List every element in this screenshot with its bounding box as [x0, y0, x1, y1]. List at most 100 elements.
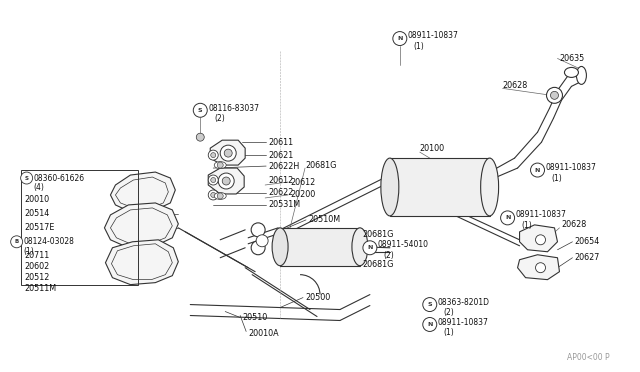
Circle shape [256, 235, 268, 247]
Bar [280, 228, 360, 266]
Ellipse shape [272, 228, 288, 266]
Ellipse shape [481, 158, 499, 216]
Text: S: S [198, 108, 203, 113]
Text: 20635: 20635 [559, 54, 585, 63]
Circle shape [500, 211, 515, 225]
Circle shape [547, 87, 563, 103]
Text: AP00<00 P: AP00<00 P [567, 353, 609, 362]
Text: 08116-83037: 08116-83037 [208, 104, 259, 113]
Text: 20628: 20628 [502, 81, 528, 90]
Polygon shape [104, 203, 179, 248]
Circle shape [217, 193, 223, 199]
Text: (4): (4) [34, 183, 45, 192]
Text: 20010: 20010 [25, 195, 50, 205]
Polygon shape [111, 172, 175, 212]
Circle shape [222, 177, 230, 185]
Text: 20627: 20627 [575, 253, 600, 262]
Text: 08911-54010: 08911-54010 [378, 240, 429, 249]
Circle shape [196, 133, 204, 141]
Circle shape [531, 163, 545, 177]
Text: 20611: 20611 [268, 138, 293, 147]
Text: (1): (1) [522, 221, 532, 230]
Ellipse shape [564, 67, 579, 77]
Ellipse shape [214, 161, 226, 169]
Circle shape [208, 175, 218, 185]
Text: 08124-03028: 08124-03028 [24, 237, 74, 246]
Bar [20, 170, 138, 285]
Circle shape [220, 145, 236, 161]
Circle shape [218, 173, 234, 189]
Text: 20510M: 20510M [308, 215, 340, 224]
Text: 20681G: 20681G [305, 161, 337, 170]
Circle shape [536, 235, 545, 245]
Text: 08911-10837: 08911-10837 [545, 163, 596, 171]
Polygon shape [208, 168, 244, 194]
Circle shape [393, 32, 407, 45]
Text: 20612: 20612 [290, 177, 316, 186]
Text: 20654: 20654 [575, 237, 600, 246]
Text: (2): (2) [384, 251, 395, 260]
Text: 20200: 20200 [290, 190, 316, 199]
Text: 08911-10837: 08911-10837 [438, 318, 488, 327]
Circle shape [224, 149, 232, 157]
Text: 20531M: 20531M [268, 201, 300, 209]
Text: 20622: 20622 [268, 189, 294, 198]
Bar [390, 158, 490, 216]
Ellipse shape [352, 228, 368, 266]
Circle shape [208, 190, 218, 200]
Ellipse shape [214, 192, 226, 199]
Text: N: N [427, 322, 433, 327]
Text: (1): (1) [24, 247, 35, 256]
Text: (2): (2) [214, 114, 225, 123]
Circle shape [193, 103, 207, 117]
Polygon shape [106, 240, 179, 285]
Text: S: S [428, 302, 432, 307]
Text: 20622H: 20622H [268, 161, 300, 171]
Text: 20500: 20500 [305, 293, 330, 302]
Ellipse shape [381, 158, 399, 216]
Text: 20514: 20514 [25, 209, 50, 218]
Circle shape [251, 223, 265, 237]
Text: 08360-61626: 08360-61626 [34, 173, 84, 183]
Circle shape [217, 162, 223, 168]
Text: (2): (2) [444, 308, 454, 317]
Text: (1): (1) [444, 328, 454, 337]
Circle shape [211, 153, 216, 158]
Circle shape [20, 172, 33, 184]
Text: 20010A: 20010A [248, 329, 279, 338]
Text: 20510: 20510 [242, 313, 268, 322]
Text: 20681G: 20681G [362, 230, 394, 239]
Ellipse shape [577, 67, 586, 84]
Circle shape [211, 177, 216, 183]
Polygon shape [520, 225, 557, 252]
Text: 08363-8201D: 08363-8201D [438, 298, 490, 307]
Text: 20602: 20602 [25, 262, 50, 271]
Text: 20711: 20711 [25, 251, 50, 260]
Text: 20511M: 20511M [25, 284, 57, 293]
Text: 20512: 20512 [25, 273, 50, 282]
Text: N: N [535, 167, 540, 173]
Circle shape [211, 192, 216, 198]
Text: (1): (1) [414, 42, 424, 51]
Text: S: S [24, 176, 29, 180]
Circle shape [363, 241, 377, 255]
Circle shape [208, 150, 218, 160]
Circle shape [423, 298, 436, 311]
Text: (1): (1) [552, 173, 563, 183]
Circle shape [11, 236, 22, 248]
Text: 08911-10837: 08911-10837 [408, 31, 459, 40]
Circle shape [251, 241, 265, 255]
Polygon shape [518, 255, 559, 280]
Text: 20100: 20100 [420, 144, 445, 153]
Text: N: N [397, 36, 403, 41]
Circle shape [550, 92, 559, 99]
Text: 20612: 20612 [268, 176, 293, 185]
Circle shape [536, 263, 545, 273]
Text: 08911-10837: 08911-10837 [516, 211, 566, 219]
Text: 20621: 20621 [268, 151, 293, 160]
Circle shape [423, 318, 436, 331]
Text: 20517E: 20517E [25, 223, 55, 232]
Text: 20628: 20628 [561, 220, 587, 230]
Polygon shape [210, 140, 245, 165]
Text: N: N [367, 245, 372, 250]
